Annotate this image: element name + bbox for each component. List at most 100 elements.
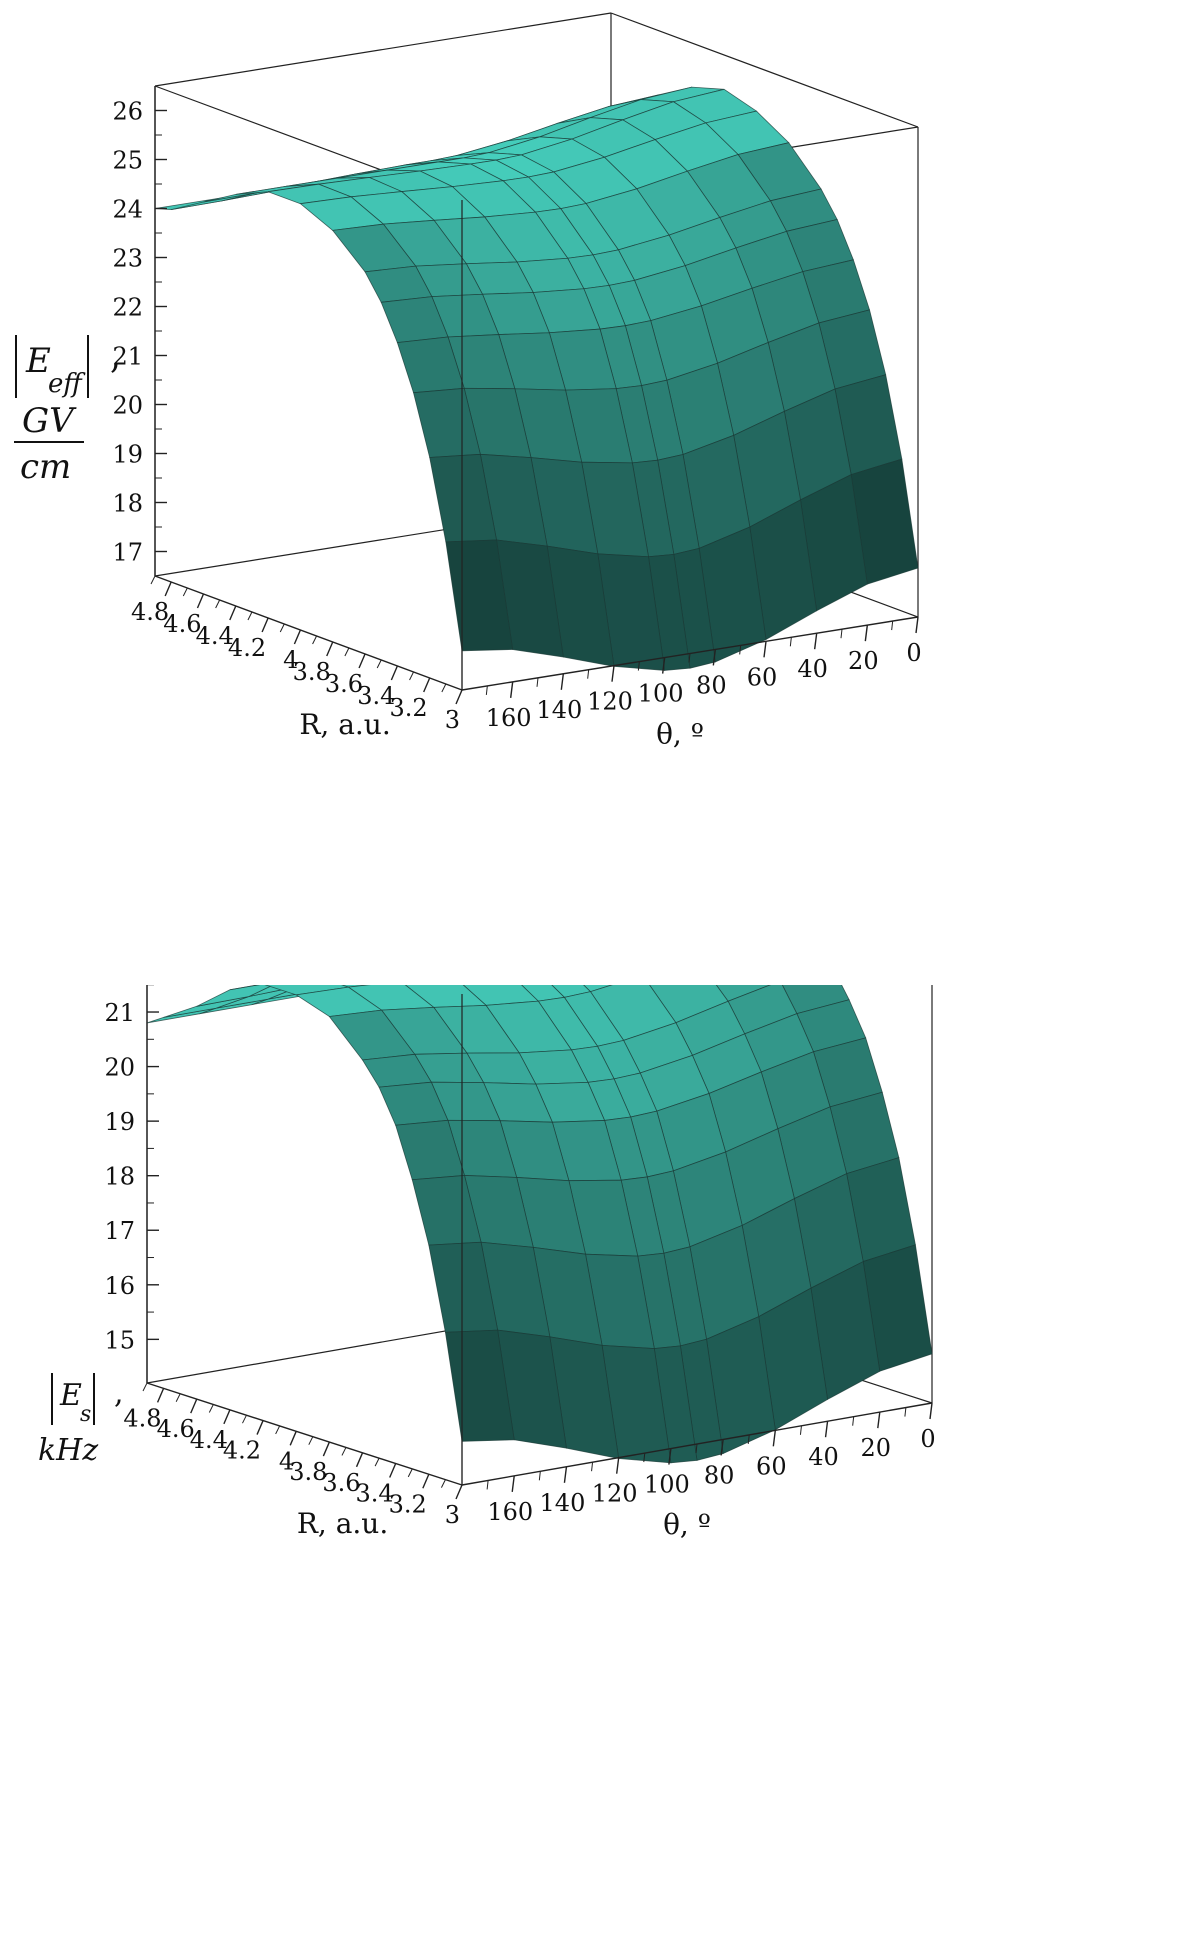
theta-minor-tick xyxy=(637,661,640,671)
x-minor-tick xyxy=(441,683,447,693)
theta-tick xyxy=(509,681,514,698)
z-tick-label: 17 xyxy=(104,1217,135,1245)
box-edge xyxy=(154,12,612,87)
x-tick xyxy=(289,1431,297,1446)
theta-minor-tick xyxy=(643,1453,646,1463)
x-minor-tick xyxy=(374,1457,380,1467)
theta-minor-tick xyxy=(739,645,742,655)
theta-tick xyxy=(877,1412,881,1429)
theta-minor-tick xyxy=(789,637,792,647)
x-minor-tick xyxy=(407,1468,413,1478)
theta-tick xyxy=(560,673,565,690)
theta-tick-label: 60 xyxy=(747,663,778,691)
z-label-unit-numerator: GV xyxy=(22,401,77,441)
x-tick-label: 4.4 xyxy=(190,1426,228,1454)
x-tick xyxy=(261,617,269,633)
theta-axis-label: θ, º xyxy=(656,718,704,751)
x-minor-tick xyxy=(275,1425,281,1435)
z-tick-label: 19 xyxy=(112,441,143,469)
theta-minor-tick xyxy=(688,653,691,663)
z-tick-label: 25 xyxy=(112,147,143,175)
x-tick-label: 4 xyxy=(279,1447,294,1475)
z-tick-label: 21 xyxy=(112,343,143,371)
x-tick-label: 3.4 xyxy=(356,1480,394,1508)
theta-minor-tick xyxy=(486,1480,489,1490)
surface xyxy=(154,86,919,671)
x-minor-tick xyxy=(215,599,221,609)
x-tick-label: 3.8 xyxy=(289,1458,327,1486)
x-tick-label: 4.6 xyxy=(163,610,201,638)
x-tick xyxy=(326,641,334,657)
theta-tick-label: 100 xyxy=(644,1471,690,1499)
theta-tick-label: 120 xyxy=(592,1480,638,1508)
x-tick xyxy=(355,1452,364,1468)
theta-minor-tick xyxy=(591,1462,594,1472)
x-tick xyxy=(156,1388,165,1403)
x-axis-line xyxy=(154,575,463,691)
x-minor-tick xyxy=(344,647,350,657)
z-label-separator: , xyxy=(110,337,121,377)
theta-tick xyxy=(511,1475,515,1492)
z-tick-label: 19 xyxy=(104,1108,135,1136)
theta-minor-tick xyxy=(485,685,488,695)
theta-tick xyxy=(763,641,767,658)
x-tick-label: 4.4 xyxy=(196,622,234,650)
x-tick-label: 4.2 xyxy=(223,1437,261,1465)
x-tick xyxy=(358,653,366,669)
theta-tick-label: 120 xyxy=(587,688,633,716)
x-tick xyxy=(229,605,237,621)
theta-tick xyxy=(929,1402,933,1420)
surface-patch xyxy=(444,1329,515,1442)
x-minor-tick xyxy=(312,635,318,645)
theta-tick-label: 160 xyxy=(487,1498,533,1526)
x-tick-label: 3.8 xyxy=(293,658,331,686)
theta-tick xyxy=(864,625,869,642)
x-tick xyxy=(164,581,172,597)
theta-axis-label: θ, º xyxy=(663,1508,711,1541)
x-tick-label: 3.2 xyxy=(389,1490,427,1518)
z-tick-label: 15 xyxy=(104,1326,135,1354)
theta-minor-tick xyxy=(587,669,590,679)
x-axis-label: R, a.u. xyxy=(297,1507,388,1540)
theta-tick-label: 80 xyxy=(696,671,727,699)
theta-tick xyxy=(615,1457,620,1474)
z-tick-label: 18 xyxy=(112,490,143,518)
theta-minor-tick xyxy=(840,629,843,639)
x-minor-tick xyxy=(142,1382,148,1392)
x-minor-tick xyxy=(247,611,253,621)
x-tick-label: 4.8 xyxy=(131,598,169,626)
theta-tick-label: 20 xyxy=(848,647,879,675)
z-tick-label: 20 xyxy=(112,392,143,420)
z-label-unit-denominator: kHz xyxy=(38,1433,98,1468)
surface-plot-stark-shift: 1516171819202122234.84.64.44.243.83.63.4… xyxy=(38,809,936,1541)
x-minor-tick xyxy=(440,1479,446,1488)
theta-tick-label: 0 xyxy=(920,1425,935,1453)
chart-stark-shift: 1516171819202122234.84.64.44.243.83.63.4… xyxy=(0,809,1188,1945)
z-tick-label: 24 xyxy=(112,196,143,224)
z-tick-label: 26 xyxy=(112,98,143,126)
z-tick-label: 17 xyxy=(112,539,143,567)
theta-tick xyxy=(563,1466,568,1483)
z-tick-label: 23 xyxy=(112,245,143,273)
x-tick xyxy=(293,629,302,645)
theta-tick xyxy=(824,1421,829,1438)
theta-minor-tick xyxy=(695,1443,698,1454)
x-minor-tick xyxy=(150,575,156,585)
theta-minor-tick xyxy=(538,1471,541,1481)
theta-tick-label: 80 xyxy=(704,1461,735,1489)
surface xyxy=(146,879,933,1464)
theta-tick-label: 100 xyxy=(638,680,684,708)
z-tick-label: 20 xyxy=(104,1054,135,1082)
z-tick-label: 21 xyxy=(104,999,135,1027)
x-minor-tick xyxy=(341,1447,347,1456)
x-tick-label: 4.6 xyxy=(157,1415,195,1443)
theta-tick xyxy=(915,616,919,634)
x-tick xyxy=(455,1484,463,1500)
x-axis-label: R, a.u. xyxy=(299,708,390,741)
theta-tick-label: 160 xyxy=(486,704,532,732)
x-tick xyxy=(390,665,399,681)
theta-tick-label: 60 xyxy=(756,1452,787,1480)
x-tick xyxy=(196,593,205,609)
theta-tick xyxy=(772,1430,777,1447)
